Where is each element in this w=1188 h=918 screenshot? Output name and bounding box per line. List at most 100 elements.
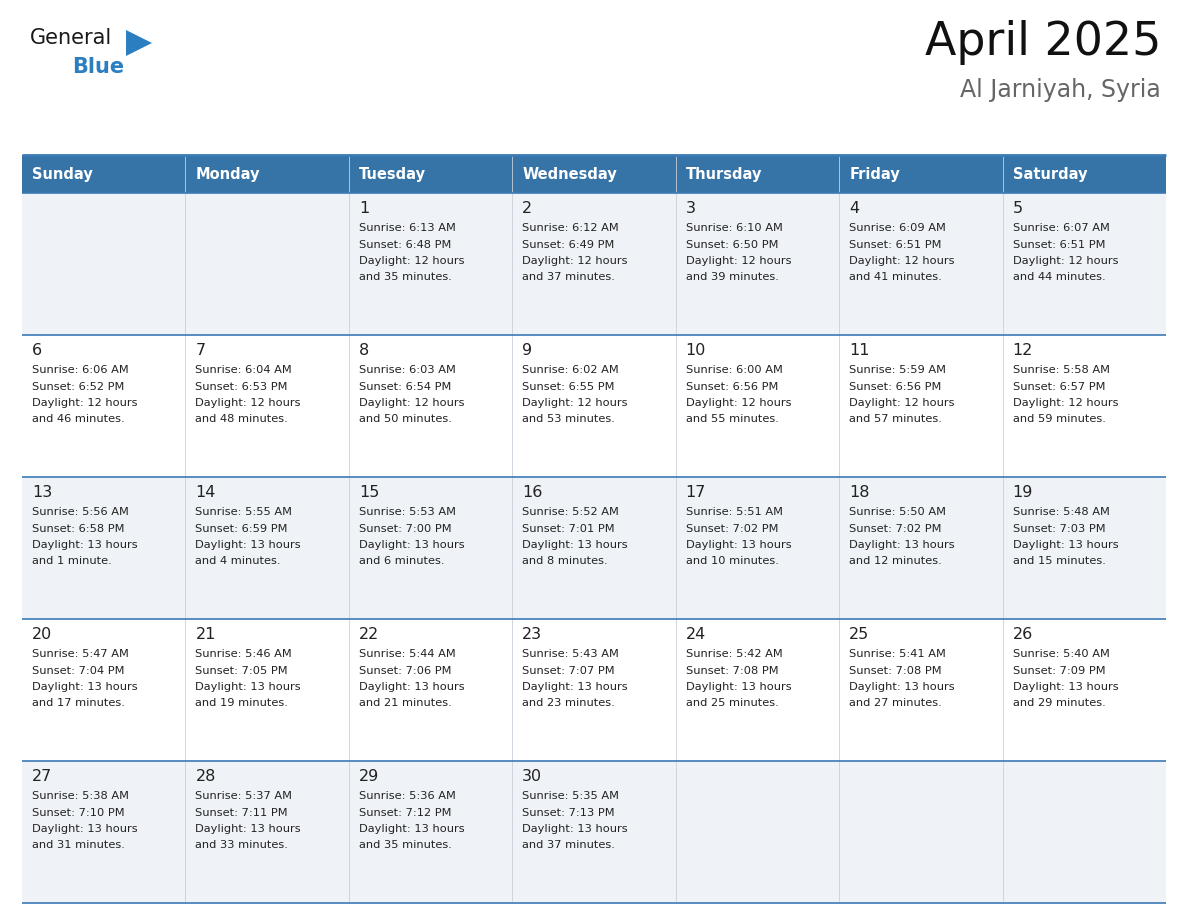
Text: 8: 8 — [359, 343, 369, 358]
Text: Daylight: 12 hours: Daylight: 12 hours — [523, 398, 627, 408]
Text: Sunset: 6:52 PM: Sunset: 6:52 PM — [32, 382, 125, 391]
Text: Sunset: 6:59 PM: Sunset: 6:59 PM — [196, 523, 287, 533]
Text: and 39 minutes.: and 39 minutes. — [685, 273, 778, 283]
Text: Daylight: 13 hours: Daylight: 13 hours — [849, 682, 955, 692]
Text: Sunset: 7:03 PM: Sunset: 7:03 PM — [1012, 523, 1105, 533]
Text: Sunrise: 5:59 AM: Sunrise: 5:59 AM — [849, 365, 946, 375]
Text: Daylight: 13 hours: Daylight: 13 hours — [523, 682, 628, 692]
Text: Sunrise: 5:46 AM: Sunrise: 5:46 AM — [196, 649, 292, 659]
Text: and 35 minutes.: and 35 minutes. — [359, 841, 451, 850]
Text: 3: 3 — [685, 201, 696, 216]
Text: Sunrise: 5:40 AM: Sunrise: 5:40 AM — [1012, 649, 1110, 659]
Text: Sunrise: 6:06 AM: Sunrise: 6:06 AM — [32, 365, 128, 375]
Text: Sunset: 6:48 PM: Sunset: 6:48 PM — [359, 240, 451, 250]
Text: and 44 minutes.: and 44 minutes. — [1012, 273, 1105, 283]
Text: 18: 18 — [849, 485, 870, 500]
Text: 29: 29 — [359, 769, 379, 784]
Text: 12: 12 — [1012, 343, 1032, 358]
Text: Sunset: 6:54 PM: Sunset: 6:54 PM — [359, 382, 451, 391]
Text: Sunrise: 5:48 AM: Sunrise: 5:48 AM — [1012, 507, 1110, 517]
Text: Daylight: 13 hours: Daylight: 13 hours — [32, 682, 138, 692]
Text: and 4 minutes.: and 4 minutes. — [196, 556, 280, 566]
Text: Sunset: 6:58 PM: Sunset: 6:58 PM — [32, 523, 125, 533]
Text: Daylight: 12 hours: Daylight: 12 hours — [1012, 398, 1118, 408]
Text: and 57 minutes.: and 57 minutes. — [849, 415, 942, 424]
Text: Monday: Monday — [196, 166, 260, 182]
Text: 27: 27 — [32, 769, 52, 784]
Text: Saturday: Saturday — [1012, 166, 1087, 182]
Text: 21: 21 — [196, 627, 216, 642]
Text: 5: 5 — [1012, 201, 1023, 216]
Text: Daylight: 13 hours: Daylight: 13 hours — [359, 682, 465, 692]
Text: Sunset: 7:12 PM: Sunset: 7:12 PM — [359, 808, 451, 818]
Text: Sunrise: 5:56 AM: Sunrise: 5:56 AM — [32, 507, 128, 517]
Text: Sunrise: 5:58 AM: Sunrise: 5:58 AM — [1012, 365, 1110, 375]
Text: and 48 minutes.: and 48 minutes. — [196, 415, 289, 424]
Text: Daylight: 13 hours: Daylight: 13 hours — [685, 540, 791, 550]
Bar — [23, 761, 1165, 903]
Text: Sunset: 7:09 PM: Sunset: 7:09 PM — [1012, 666, 1105, 676]
Text: Sunrise: 5:37 AM: Sunrise: 5:37 AM — [196, 791, 292, 801]
Text: and 41 minutes.: and 41 minutes. — [849, 273, 942, 283]
Text: and 35 minutes.: and 35 minutes. — [359, 273, 451, 283]
Text: Daylight: 13 hours: Daylight: 13 hours — [359, 540, 465, 550]
Text: Daylight: 12 hours: Daylight: 12 hours — [849, 256, 955, 266]
Text: Sunset: 7:08 PM: Sunset: 7:08 PM — [849, 666, 942, 676]
Bar — [23, 193, 1165, 335]
Text: Wednesday: Wednesday — [523, 166, 617, 182]
Text: Sunrise: 6:07 AM: Sunrise: 6:07 AM — [1012, 223, 1110, 233]
Text: Daylight: 12 hours: Daylight: 12 hours — [523, 256, 627, 266]
Text: and 21 minutes.: and 21 minutes. — [359, 699, 451, 709]
Text: Daylight: 12 hours: Daylight: 12 hours — [196, 398, 301, 408]
Text: Sunset: 6:50 PM: Sunset: 6:50 PM — [685, 240, 778, 250]
Text: and 46 minutes.: and 46 minutes. — [32, 415, 125, 424]
Text: 24: 24 — [685, 627, 706, 642]
Text: 19: 19 — [1012, 485, 1032, 500]
Text: Sunrise: 6:04 AM: Sunrise: 6:04 AM — [196, 365, 292, 375]
Text: and 31 minutes.: and 31 minutes. — [32, 841, 125, 850]
Text: Sunrise: 6:02 AM: Sunrise: 6:02 AM — [523, 365, 619, 375]
Text: Sunrise: 5:53 AM: Sunrise: 5:53 AM — [359, 507, 456, 517]
Text: Sunset: 7:01 PM: Sunset: 7:01 PM — [523, 523, 615, 533]
Text: and 27 minutes.: and 27 minutes. — [849, 699, 942, 709]
Text: and 12 minutes.: and 12 minutes. — [849, 556, 942, 566]
Text: 2: 2 — [523, 201, 532, 216]
Text: Daylight: 13 hours: Daylight: 13 hours — [359, 824, 465, 834]
Text: Sunset: 6:49 PM: Sunset: 6:49 PM — [523, 240, 614, 250]
Text: Friday: Friday — [849, 166, 899, 182]
Text: and 10 minutes.: and 10 minutes. — [685, 556, 778, 566]
Text: Daylight: 13 hours: Daylight: 13 hours — [32, 540, 138, 550]
Text: and 59 minutes.: and 59 minutes. — [1012, 415, 1106, 424]
Text: 1: 1 — [359, 201, 369, 216]
Text: Tuesday: Tuesday — [359, 166, 425, 182]
Text: and 25 minutes.: and 25 minutes. — [685, 699, 778, 709]
Text: Daylight: 13 hours: Daylight: 13 hours — [685, 682, 791, 692]
Text: and 1 minute.: and 1 minute. — [32, 556, 112, 566]
Text: 22: 22 — [359, 627, 379, 642]
Text: and 6 minutes.: and 6 minutes. — [359, 556, 444, 566]
Text: Daylight: 13 hours: Daylight: 13 hours — [523, 824, 628, 834]
Text: Daylight: 12 hours: Daylight: 12 hours — [685, 398, 791, 408]
Text: Sunset: 6:56 PM: Sunset: 6:56 PM — [849, 382, 942, 391]
Text: 30: 30 — [523, 769, 543, 784]
Text: Sunset: 6:51 PM: Sunset: 6:51 PM — [1012, 240, 1105, 250]
Text: Sunset: 7:06 PM: Sunset: 7:06 PM — [359, 666, 451, 676]
Polygon shape — [126, 30, 152, 56]
Text: Sunset: 7:05 PM: Sunset: 7:05 PM — [196, 666, 287, 676]
Text: Daylight: 13 hours: Daylight: 13 hours — [1012, 682, 1118, 692]
Text: 14: 14 — [196, 485, 216, 500]
Text: Sunset: 6:56 PM: Sunset: 6:56 PM — [685, 382, 778, 391]
Text: Sunrise: 5:55 AM: Sunrise: 5:55 AM — [196, 507, 292, 517]
Text: Sunset: 7:00 PM: Sunset: 7:00 PM — [359, 523, 451, 533]
Text: Thursday: Thursday — [685, 166, 762, 182]
Text: General: General — [30, 28, 112, 48]
Text: Daylight: 13 hours: Daylight: 13 hours — [1012, 540, 1118, 550]
Text: Daylight: 13 hours: Daylight: 13 hours — [196, 540, 301, 550]
Text: Daylight: 12 hours: Daylight: 12 hours — [849, 398, 955, 408]
Text: Sunset: 7:10 PM: Sunset: 7:10 PM — [32, 808, 125, 818]
Text: and 37 minutes.: and 37 minutes. — [523, 841, 615, 850]
Text: and 8 minutes.: and 8 minutes. — [523, 556, 608, 566]
Text: Sunrise: 5:42 AM: Sunrise: 5:42 AM — [685, 649, 783, 659]
Text: 4: 4 — [849, 201, 859, 216]
Text: Al Jarniyah, Syria: Al Jarniyah, Syria — [960, 78, 1161, 102]
